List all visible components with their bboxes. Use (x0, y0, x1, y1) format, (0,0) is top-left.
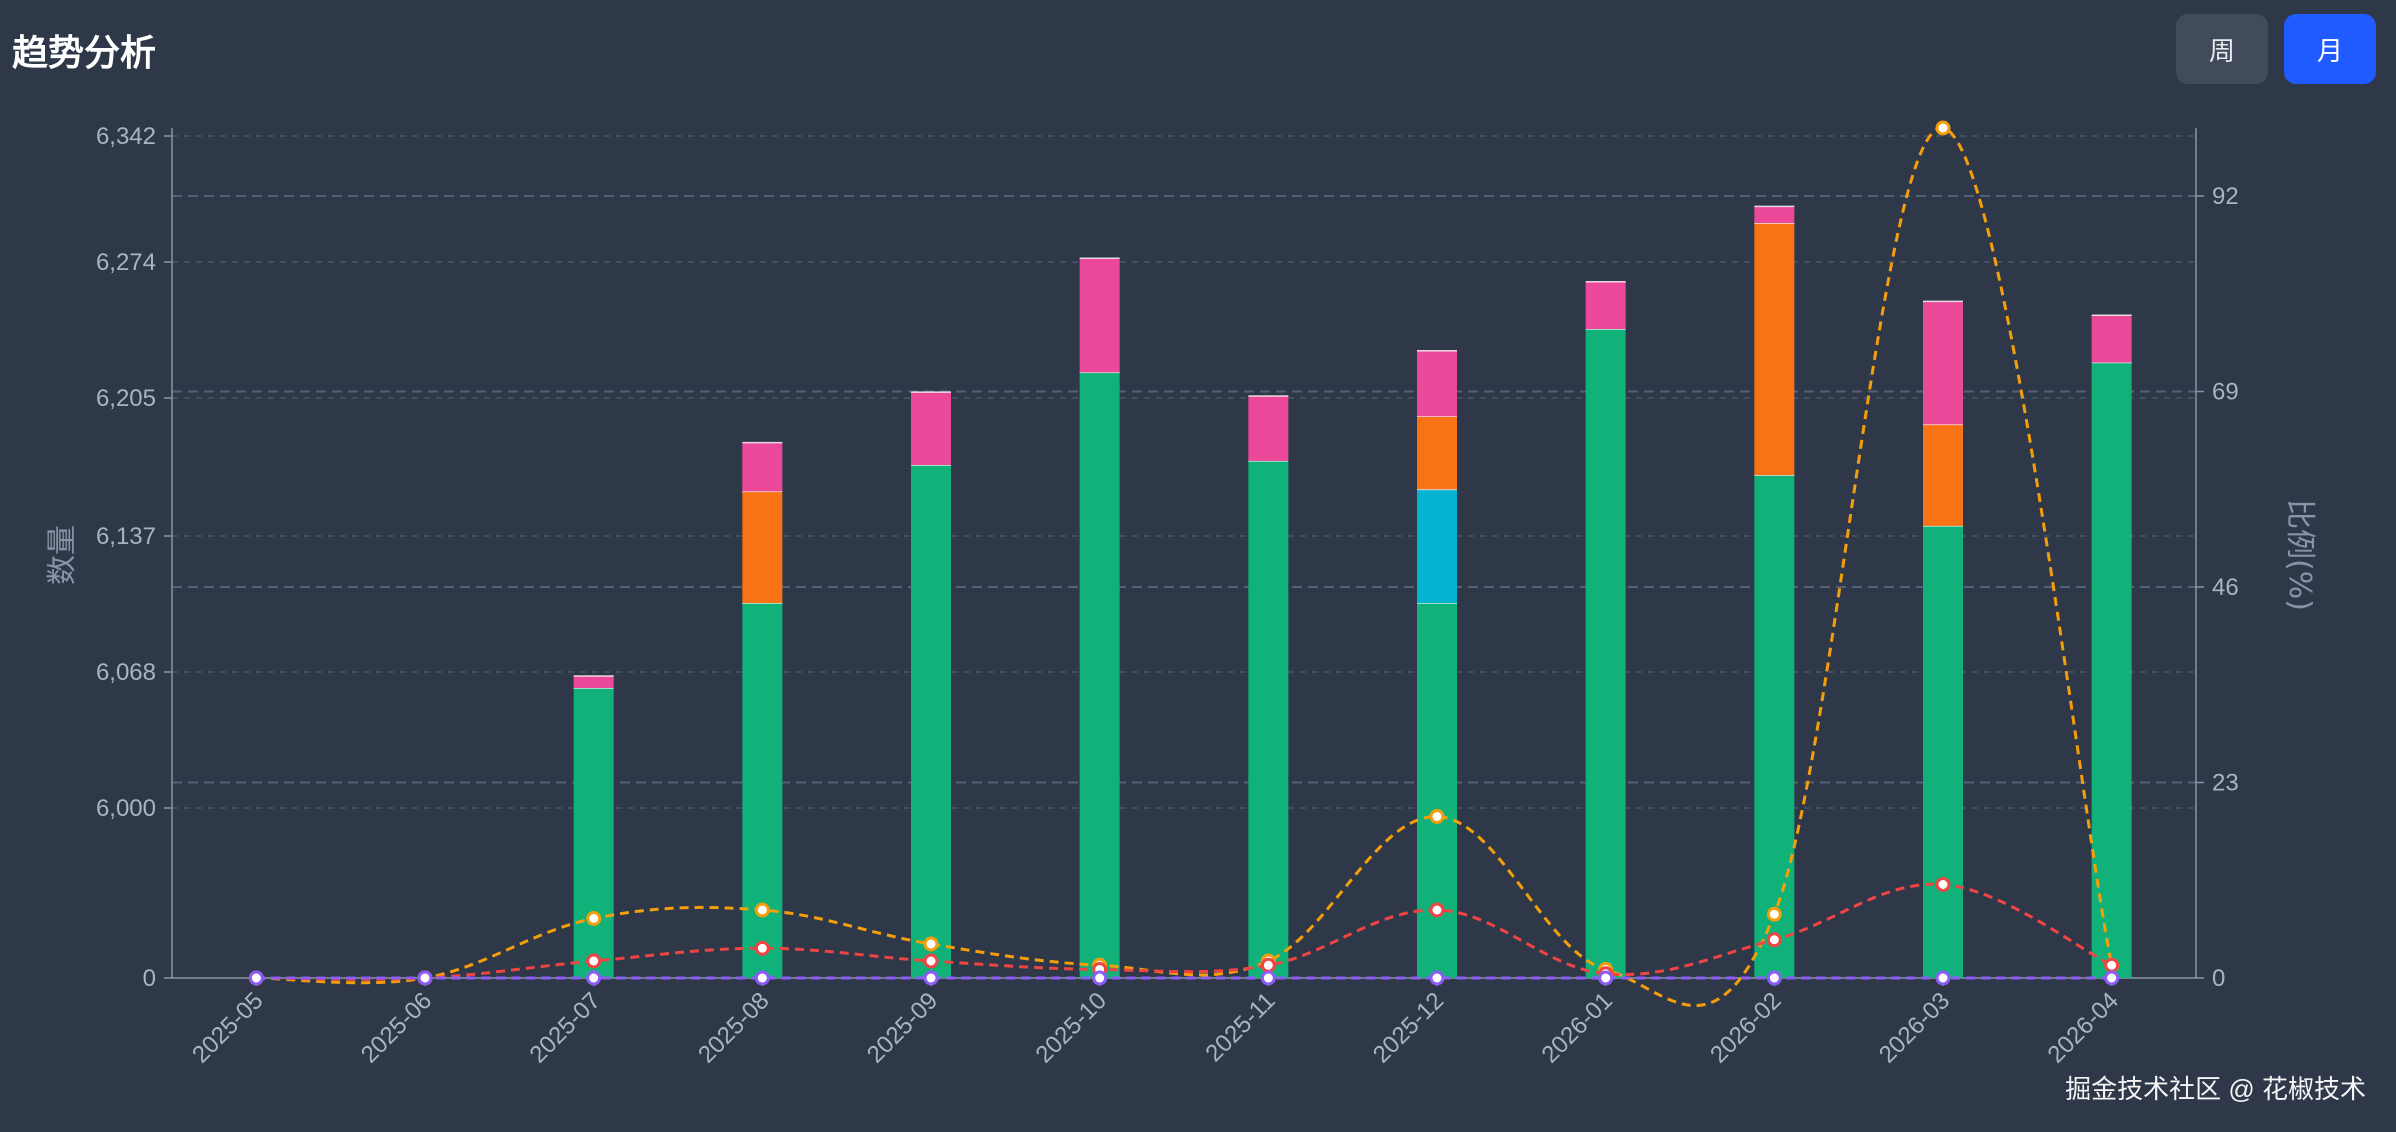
bar-pink (1754, 206, 1795, 224)
point-orange-ratio (1429, 809, 1445, 824)
point-purple-ratio (248, 970, 264, 986)
point-purple-ratio (923, 970, 939, 986)
point-purple-ratio (586, 970, 602, 986)
bar-pink (2091, 315, 2132, 363)
y-tick-label: 0 (143, 965, 156, 992)
page-title: 趋势分析 (12, 32, 157, 73)
bar-pink (1417, 350, 1457, 417)
y-axis-title: 数量 (45, 525, 80, 585)
point-purple-ratio (1260, 970, 1276, 986)
bar-green (1754, 475, 1795, 978)
point-purple-ratio (1429, 970, 1445, 986)
bar-orange (1417, 416, 1457, 490)
y2-tick-label: 23 (2212, 770, 2239, 797)
y2-tick-label: 69 (2212, 379, 2239, 406)
y-tick-label: 6,137 (96, 523, 156, 550)
point-red-ratio (1429, 902, 1445, 918)
bar-green (911, 464, 951, 978)
point-orange-ratio (586, 911, 602, 926)
point-orange-ratio (1766, 906, 1782, 922)
y2-tick-label: 92 (2212, 183, 2239, 210)
point-purple-ratio (1935, 970, 1951, 986)
bar-orange (742, 491, 783, 604)
x-tick-label: 2025-11 (1200, 987, 1280, 1067)
bar-green (1923, 525, 1963, 978)
bar-pink (911, 392, 951, 465)
line-red-ratio (256, 882, 2113, 981)
week-toggle-button[interactable]: 周 (2176, 14, 2268, 84)
point-orange-ratio (754, 902, 770, 918)
watermark: 掘金技术社区 @ 花椒技术 (2065, 1074, 2366, 1104)
bar-orange (1754, 223, 1795, 476)
y2-tick-label: 46 (2212, 574, 2239, 601)
y-tick-label: 6,068 (96, 659, 156, 686)
point-red-ratio (2104, 957, 2120, 973)
x-tick-label: 2026-01 (1537, 987, 1618, 1068)
point-red-ratio (1260, 957, 1276, 973)
x-tick-label: 2025-10 (1031, 987, 1112, 1068)
line-orange-ratio (256, 126, 2114, 1007)
point-red-ratio (923, 953, 939, 969)
x-tick-label: 2025-12 (1368, 987, 1449, 1068)
point-purple-ratio (417, 970, 433, 986)
y-tick-label: 6,000 (96, 795, 156, 822)
x-tick-label: 2025-09 (862, 987, 943, 1068)
y-tick-label: 6,342 (96, 123, 156, 150)
bar-green (1417, 603, 1457, 978)
point-orange-ratio (923, 936, 939, 952)
bar-pink (1923, 301, 1963, 425)
bar-green (1248, 460, 1289, 979)
y2-axis-title: 比例(%) (2282, 499, 2317, 611)
y-tick-label: 6,205 (96, 385, 156, 412)
bar-green (573, 688, 614, 978)
bar-pink (1585, 281, 1626, 330)
x-tick-label: 2026-03 (1874, 987, 1955, 1068)
bar-pink (1248, 396, 1289, 461)
bar-green (1585, 329, 1626, 978)
point-purple-ratio (1092, 970, 1108, 986)
x-tick-label: 2025-06 (356, 987, 437, 1068)
x-tick-label: 2026-04 (2043, 987, 2124, 1068)
x-tick-label: 2025-08 (693, 987, 774, 1068)
bar-pink (573, 676, 614, 688)
point-red-ratio (1935, 877, 1951, 892)
bar-cyan (1417, 489, 1457, 604)
point-orange-ratio (1935, 120, 1951, 136)
point-purple-ratio (1598, 970, 1614, 986)
point-purple-ratio (754, 970, 770, 986)
bar-pink (742, 442, 783, 492)
point-red-ratio (586, 953, 602, 969)
bar-pink (1079, 258, 1120, 373)
x-tick-label: 2025-05 (187, 987, 268, 1068)
month-toggle-button[interactable]: 月 (2284, 14, 2376, 84)
x-tick-label: 2025-07 (525, 987, 606, 1068)
point-red-ratio (754, 940, 770, 956)
y-tick-label: 6,274 (96, 249, 156, 276)
bar-orange (1923, 424, 1963, 526)
point-purple-ratio (2104, 970, 2120, 986)
bar-green (2091, 362, 2132, 978)
point-red-ratio (1766, 932, 1782, 948)
point-purple-ratio (1766, 970, 1782, 986)
bar-green (1079, 372, 1120, 978)
y2-tick-label: 0 (2212, 965, 2225, 992)
bar-green (742, 603, 783, 978)
